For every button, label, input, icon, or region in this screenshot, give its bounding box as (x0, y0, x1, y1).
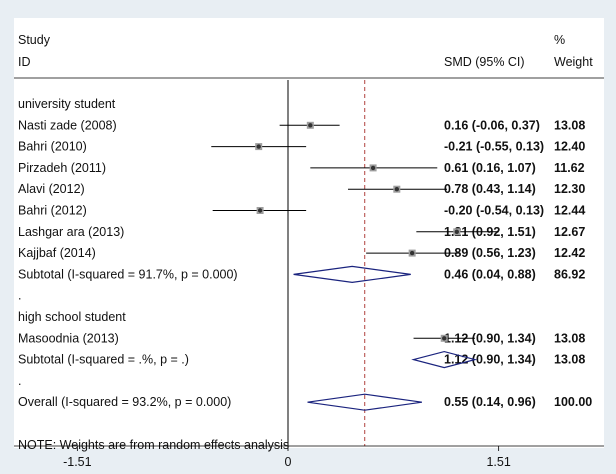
row-ci: 0.16 (-0.06, 0.37) (444, 118, 540, 132)
point-estimate (409, 250, 415, 256)
subtotal-diamond (411, 350, 478, 369)
row-ci: 0.78 (0.43, 1.14) (444, 182, 536, 196)
row-weight: 86.92 (554, 267, 585, 281)
row-label: Lashgar ara (2013) (18, 225, 124, 239)
row-weight: 12.40 (554, 140, 585, 154)
subtotal-diamond (293, 265, 411, 284)
row-weight: 13.08 (554, 331, 585, 345)
header-percent: % (554, 33, 565, 47)
row-weight: 12.42 (554, 246, 585, 260)
point-estimate (442, 336, 447, 341)
row-ci: 1.12 (0.90, 1.34) (444, 331, 536, 345)
overall-diamond (307, 393, 423, 411)
forest-plot: Study ID SMD (95% CI)% Weight university stu… (14, 33, 604, 469)
row-label: Pirzadeh (2011) (18, 161, 106, 175)
x-tick-label: 0 (285, 455, 292, 469)
header-effect: SMD (95% CI) (444, 55, 525, 69)
point-estimate (308, 123, 313, 128)
point-estimate (257, 208, 263, 213)
row-weight: 13.08 (554, 118, 585, 132)
x-tick-label: -1.51 (63, 455, 92, 469)
header-weight: Weight (554, 55, 593, 69)
row-ci: 0.61 (0.16, 1.07) (444, 161, 536, 175)
x-tick-label: 1.51 (486, 455, 510, 469)
point-estimate (454, 229, 459, 234)
row-ci: 0.55 (0.14, 0.96) (444, 395, 536, 409)
row-label: . (18, 374, 21, 388)
row-ci: 1.12 (0.90, 1.34) (444, 353, 536, 367)
row-label: Masoodnia (2013) (18, 331, 119, 345)
row-label: Subtotal (I-squared = .%, p = .) (18, 353, 189, 367)
row-label: university student (18, 97, 116, 111)
row-label: NOTE: Weights are from random effects an… (18, 438, 289, 452)
row-label: Bahri (2012) (18, 204, 87, 218)
row-label: Subtotal (I-squared = 91.7%, p = 0.000) (18, 267, 238, 281)
row-label: Kajjbaf (2014) (18, 246, 96, 260)
row-ci: 0.46 (0.04, 0.88) (444, 267, 536, 281)
row-ci: 0.89 (0.56, 1.23) (444, 246, 536, 260)
row-weight: 13.08 (554, 353, 585, 367)
row-label: Bahri (2010) (18, 140, 87, 154)
row-label: Nasti zade (2008) (18, 118, 117, 132)
row-weight: 12.30 (554, 182, 585, 196)
row-ci: -0.20 (-0.54, 0.13) (444, 204, 544, 218)
row-label: . (18, 289, 21, 303)
row-label: Alavi (2012) (18, 182, 85, 196)
point-estimate (256, 144, 261, 149)
row-label: high school student (18, 310, 126, 324)
row-ci: -0.21 (-0.55, 0.13) (444, 140, 544, 154)
row-weight: 100.00 (554, 395, 592, 409)
forest-plot-panel: Study ID SMD (95% CI)% Weight university stu… (14, 18, 604, 469)
row-weight: 12.44 (554, 204, 585, 218)
point-estimate (394, 187, 400, 192)
header-study: Study (18, 33, 51, 47)
row-weight: 11.62 (554, 161, 585, 175)
row-label: Overall (I-squared = 93.2%, p = 0.000) (18, 395, 231, 409)
row-weight: 12.67 (554, 225, 585, 239)
point-estimate (370, 165, 376, 171)
header-id: ID (18, 55, 31, 69)
